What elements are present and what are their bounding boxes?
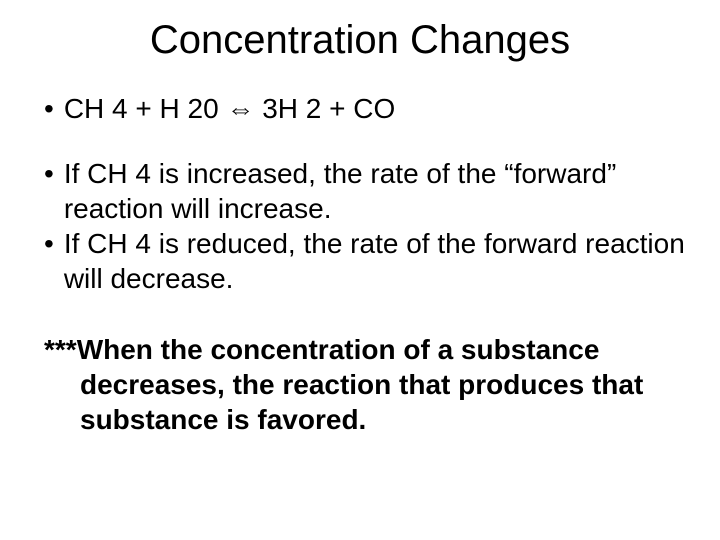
footnote: ***When the concentration of a substance… (44, 332, 690, 437)
bullet-decrease-text: If CH 4 is reduced, the rate of the forw… (64, 226, 690, 296)
bullet-decrease: • If CH 4 is reduced, the rate of the fo… (30, 226, 690, 296)
slide-title: Concentration Changes (30, 18, 690, 63)
bullet-increase: • If CH 4 is increased, the rate of the … (30, 156, 690, 226)
bullet-increase-text: If CH 4 is increased, the rate of the “f… (64, 156, 690, 226)
bullet-dot-icon: • (44, 91, 54, 126)
bullet-dot-icon: • (44, 226, 54, 296)
slide: Concentration Changes • CH 4 + H 20 ⇔ 3H… (0, 0, 720, 540)
bullet-dot-icon: • (44, 156, 54, 226)
equation-text: CH 4 + H 20 ⇔ 3H 2 + CO (64, 91, 690, 126)
bullet-equation: • CH 4 + H 20 ⇔ 3H 2 + CO (30, 91, 690, 126)
bullet-group-1: • CH 4 + H 20 ⇔ 3H 2 + CO (30, 91, 690, 126)
bullet-group-2: • If CH 4 is increased, the rate of the … (30, 156, 690, 296)
